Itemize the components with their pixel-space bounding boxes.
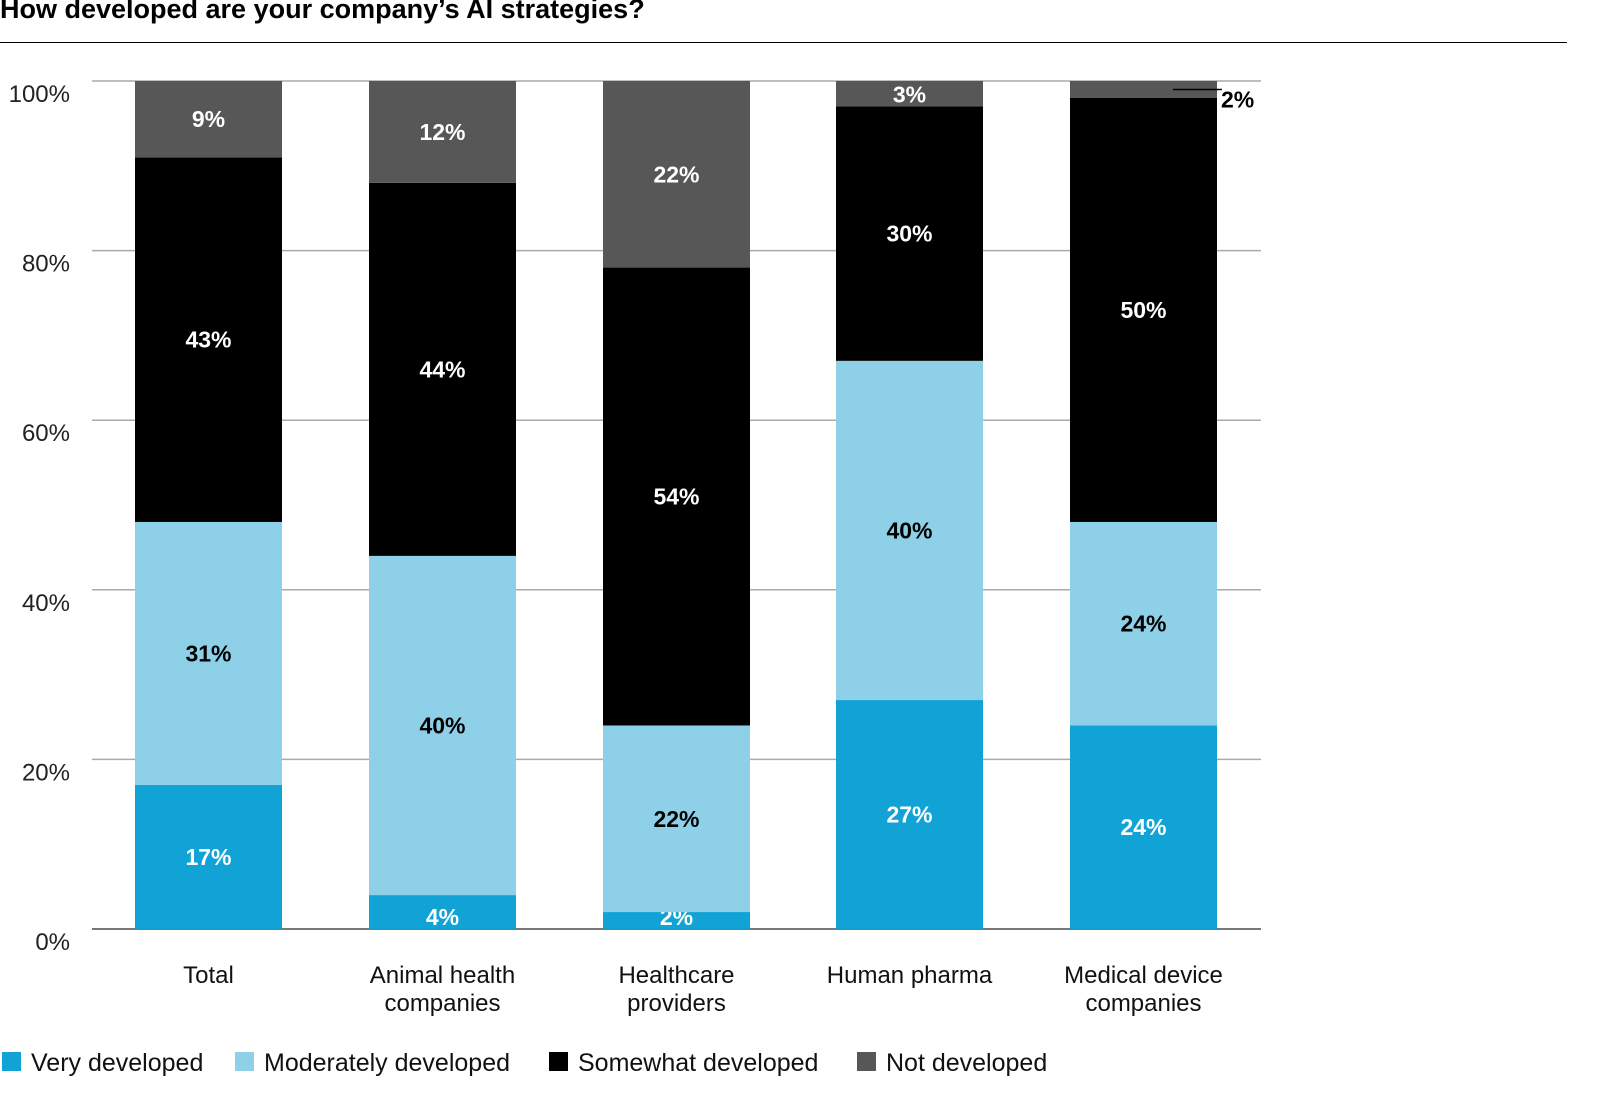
data-label: 40% xyxy=(886,517,932,543)
legend-label: Somewhat developed xyxy=(578,1049,818,1077)
category-label: companies xyxy=(1085,990,1201,1017)
bar-segment xyxy=(603,912,750,929)
bar-segment xyxy=(135,784,282,929)
bar-segment xyxy=(836,360,983,701)
category-label: providers xyxy=(627,990,726,1017)
bar-segment xyxy=(1070,81,1217,98)
legend-label: Moderately developed xyxy=(264,1049,510,1077)
chart-title: How developed are your company’s AI stra… xyxy=(0,0,645,24)
y-tick-label: 0% xyxy=(35,929,70,956)
bar-segment xyxy=(836,700,983,929)
data-label: 24% xyxy=(1120,814,1166,840)
data-label: 54% xyxy=(653,484,699,510)
data-label: 27% xyxy=(886,802,932,828)
legend-swatch xyxy=(235,1052,254,1071)
data-label: 22% xyxy=(653,161,699,187)
bar-segment xyxy=(369,555,516,896)
y-tick-label: 20% xyxy=(22,759,70,786)
bar-segment xyxy=(1070,97,1217,522)
bar-segment xyxy=(603,725,750,913)
data-label: 4% xyxy=(426,904,459,930)
bar-segment xyxy=(836,106,983,361)
bar-segment xyxy=(369,182,516,556)
bar-segment xyxy=(135,521,282,785)
data-label: 2% xyxy=(1221,86,1254,112)
legend-swatch xyxy=(549,1052,568,1071)
y-tick-label: 100% xyxy=(9,81,70,108)
data-label: 43% xyxy=(185,327,231,353)
data-label: 50% xyxy=(1120,297,1166,323)
data-label: 31% xyxy=(185,640,231,666)
bar-segment xyxy=(135,81,282,158)
data-label: 30% xyxy=(886,221,932,247)
bar-segment xyxy=(369,81,516,183)
category-label: Animal health xyxy=(370,962,515,989)
category-label: Healthcare xyxy=(618,962,734,989)
y-tick-label: 80% xyxy=(22,251,70,278)
y-tick-label: 60% xyxy=(22,420,70,447)
bar-segment xyxy=(1070,725,1217,929)
y-tick-label: 40% xyxy=(22,590,70,617)
data-label: 12% xyxy=(419,119,465,145)
data-label: 44% xyxy=(419,356,465,382)
data-label: 22% xyxy=(653,806,699,832)
title-divider xyxy=(0,42,1567,43)
data-label: 17% xyxy=(185,844,231,870)
category-label: Medical device xyxy=(1064,962,1223,989)
data-label: 40% xyxy=(419,712,465,738)
category-label: Human pharma xyxy=(827,962,993,989)
data-label: 9% xyxy=(192,106,225,132)
legend-swatch xyxy=(857,1052,876,1071)
category-label: companies xyxy=(384,990,500,1017)
bar-segment xyxy=(603,81,750,268)
legend-swatch xyxy=(2,1052,21,1071)
data-label: 3% xyxy=(893,81,926,107)
legend-label: Very developed xyxy=(31,1049,203,1077)
bar-segment xyxy=(1070,521,1217,726)
bar-segment xyxy=(369,895,516,929)
bar-segment xyxy=(603,267,750,726)
bar-segment xyxy=(836,81,983,107)
bar-segment xyxy=(135,157,282,522)
legend-label: Not developed xyxy=(886,1049,1047,1077)
data-label: 24% xyxy=(1120,611,1166,637)
category-label: Total xyxy=(183,962,234,989)
